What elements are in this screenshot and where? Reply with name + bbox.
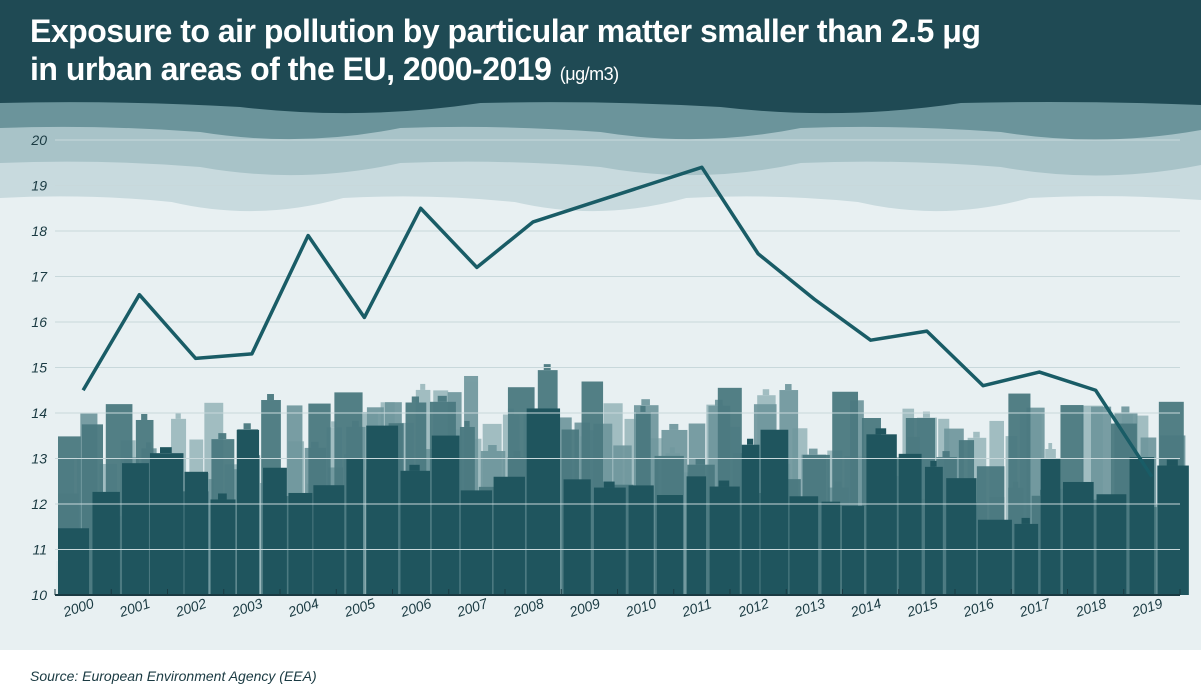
x-axis-label: 2016: [960, 595, 996, 620]
x-axis-label: 2018: [1073, 595, 1109, 620]
y-axis-label: 13: [31, 451, 47, 467]
x-axis-label: 2013: [791, 595, 827, 620]
x-axis-label: 2006: [398, 595, 434, 620]
chart-title-line2-text: in urban areas of the EU, 2000-2019: [30, 51, 551, 87]
x-axis-label: 2008: [510, 595, 546, 620]
x-axis-label: 2010: [623, 595, 659, 620]
x-axis-label: 2015: [904, 595, 940, 620]
source-text: Source: European Environment Agency (EEA…: [30, 668, 317, 684]
x-axis-label: 2003: [229, 595, 265, 620]
y-axis-label: 17: [31, 269, 48, 285]
footer: Source: European Environment Agency (EEA…: [0, 650, 1201, 694]
chart-svg: 10 11 12 13 14 15 16 17 18 19 20 2000 2001 2002 2003 20…: [0, 0, 1201, 650]
x-axis-label: 2005: [341, 595, 377, 620]
y-axis-label: 19: [31, 178, 47, 194]
x-axis-label: 2012: [735, 595, 771, 620]
y-axis-label: 16: [31, 314, 47, 330]
y-axis-label: 15: [31, 360, 47, 376]
x-axis-label: 2002: [173, 595, 209, 620]
x-axis-label: 2004: [285, 595, 321, 620]
x-axis-label: 2019: [1129, 595, 1165, 620]
x-axis-label: 2001: [116, 595, 152, 620]
y-axis-label: 12: [31, 496, 47, 512]
y-axis-label: 18: [31, 223, 47, 239]
x-axis-label: 2009: [566, 595, 602, 620]
x-axis-label: 2007: [454, 595, 491, 621]
y-axis-label: 10: [31, 587, 47, 603]
chart-title-line1: Exposure to air pollution by particular …: [30, 12, 980, 50]
y-axis-label: 11: [32, 542, 47, 558]
y-axis-label: 20: [30, 132, 47, 148]
chart-title-line2: in urban areas of the EU, 2000-2019 (μg/…: [30, 50, 980, 88]
x-axis-label: 2000: [60, 595, 96, 620]
chart-title-wrap: Exposure to air pollution by particular …: [30, 12, 980, 89]
chart-title-unit: (μg/m3): [560, 64, 619, 84]
x-axis-label: 2017: [1016, 595, 1053, 621]
x-axis-label: 2014: [848, 595, 884, 620]
y-axis-label: 14: [31, 405, 47, 421]
x-axis-label: 2011: [679, 595, 714, 620]
